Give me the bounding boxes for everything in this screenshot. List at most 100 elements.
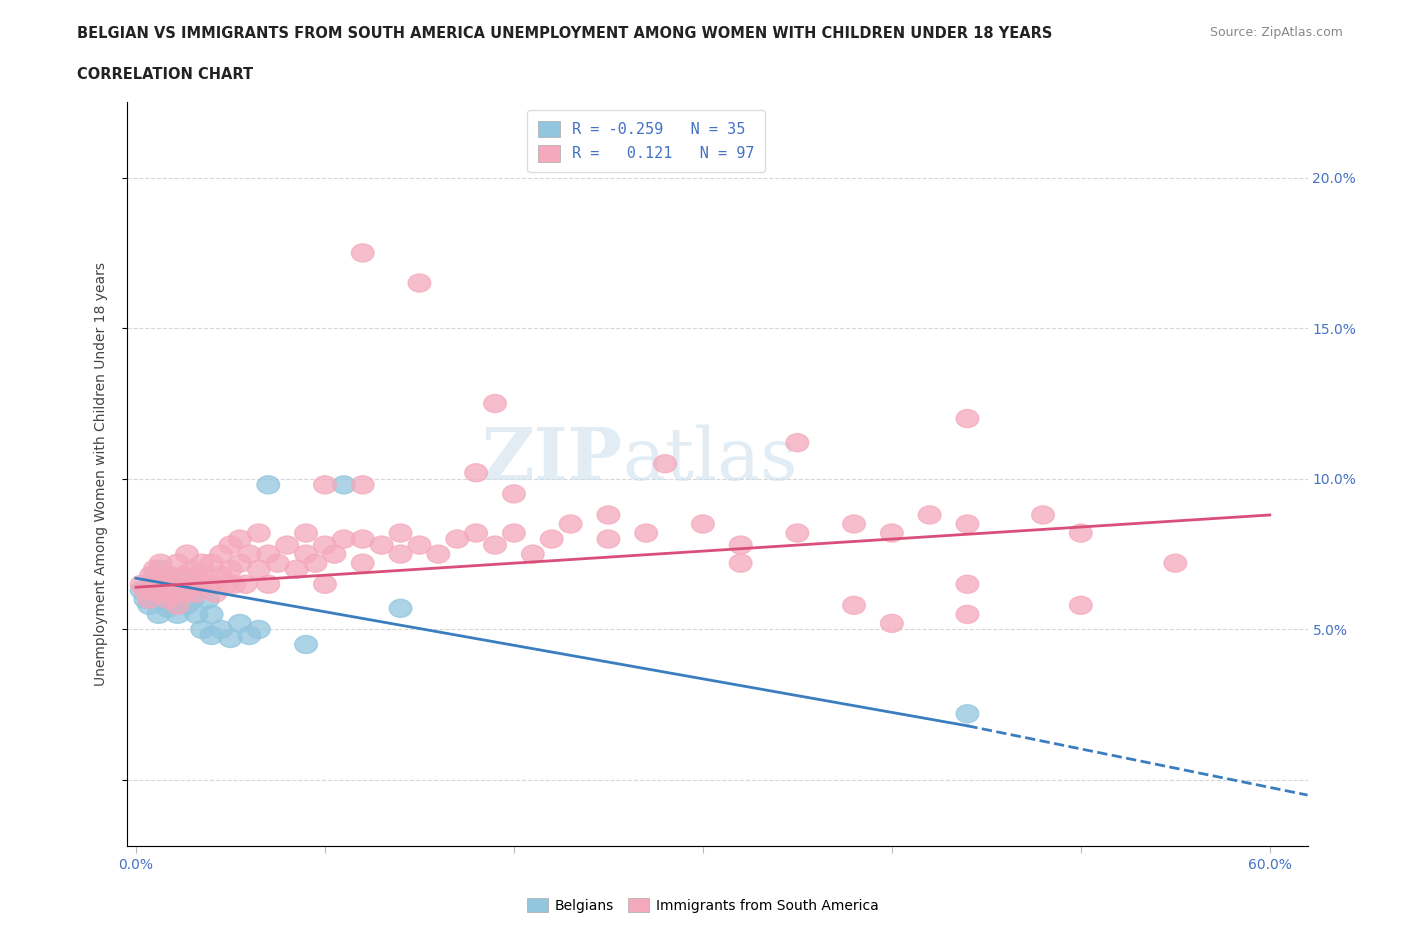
Text: CORRELATION CHART: CORRELATION CHART <box>77 67 253 82</box>
Ellipse shape <box>842 596 866 615</box>
Ellipse shape <box>314 476 336 494</box>
Ellipse shape <box>295 545 318 564</box>
Ellipse shape <box>247 620 270 639</box>
Y-axis label: Unemployment Among Women with Children Under 18 years: Unemployment Among Women with Children U… <box>94 262 108 686</box>
Ellipse shape <box>181 576 204 593</box>
Ellipse shape <box>1032 506 1054 524</box>
Ellipse shape <box>636 524 658 542</box>
Ellipse shape <box>219 630 242 647</box>
Ellipse shape <box>257 545 280 564</box>
Ellipse shape <box>191 620 214 639</box>
Ellipse shape <box>163 593 186 611</box>
Ellipse shape <box>540 530 562 548</box>
Ellipse shape <box>186 605 208 623</box>
Ellipse shape <box>880 524 903 542</box>
Ellipse shape <box>191 554 214 572</box>
Ellipse shape <box>352 244 374 262</box>
Ellipse shape <box>219 560 242 578</box>
Ellipse shape <box>159 566 181 584</box>
Ellipse shape <box>139 566 163 584</box>
Ellipse shape <box>389 545 412 564</box>
Ellipse shape <box>138 591 160 608</box>
Ellipse shape <box>730 554 752 572</box>
Ellipse shape <box>143 560 166 578</box>
Ellipse shape <box>314 536 336 554</box>
Ellipse shape <box>181 591 204 608</box>
Ellipse shape <box>148 605 170 623</box>
Ellipse shape <box>247 560 270 578</box>
Ellipse shape <box>172 569 194 587</box>
Ellipse shape <box>730 536 752 554</box>
Ellipse shape <box>204 584 226 603</box>
Ellipse shape <box>148 584 170 603</box>
Legend: R = -0.259   N = 35, R =   0.121   N = 97: R = -0.259 N = 35, R = 0.121 N = 97 <box>527 110 765 172</box>
Ellipse shape <box>181 576 204 593</box>
Ellipse shape <box>186 566 208 584</box>
Ellipse shape <box>176 545 198 564</box>
Ellipse shape <box>134 591 157 608</box>
Text: ZIP: ZIP <box>482 424 623 495</box>
Ellipse shape <box>1164 554 1187 572</box>
Ellipse shape <box>163 584 186 603</box>
Ellipse shape <box>191 576 214 593</box>
Text: Source: ZipAtlas.com: Source: ZipAtlas.com <box>1209 26 1343 39</box>
Ellipse shape <box>181 560 204 578</box>
Ellipse shape <box>235 576 257 593</box>
Ellipse shape <box>956 576 979 593</box>
Ellipse shape <box>176 584 198 603</box>
Ellipse shape <box>134 581 157 599</box>
Ellipse shape <box>408 274 430 292</box>
Ellipse shape <box>598 530 620 548</box>
Ellipse shape <box>408 536 430 554</box>
Ellipse shape <box>304 554 326 572</box>
Ellipse shape <box>200 554 224 572</box>
Ellipse shape <box>200 627 224 644</box>
Ellipse shape <box>880 615 903 632</box>
Ellipse shape <box>224 576 246 593</box>
Ellipse shape <box>159 572 181 591</box>
Ellipse shape <box>229 530 252 548</box>
Ellipse shape <box>138 596 160 615</box>
Ellipse shape <box>786 433 808 452</box>
Ellipse shape <box>323 545 346 564</box>
Ellipse shape <box>266 554 290 572</box>
Ellipse shape <box>153 569 176 587</box>
Ellipse shape <box>956 409 979 428</box>
Ellipse shape <box>598 506 620 524</box>
Ellipse shape <box>484 394 506 413</box>
Ellipse shape <box>352 530 374 548</box>
Text: BELGIAN VS IMMIGRANTS FROM SOUTH AMERICA UNEMPLOYMENT AMONG WOMEN WITH CHILDREN : BELGIAN VS IMMIGRANTS FROM SOUTH AMERICA… <box>77 26 1053 41</box>
Ellipse shape <box>465 464 488 482</box>
Ellipse shape <box>163 581 186 599</box>
Ellipse shape <box>186 584 208 603</box>
Ellipse shape <box>314 576 336 593</box>
Ellipse shape <box>166 605 188 623</box>
Ellipse shape <box>352 554 374 572</box>
Ellipse shape <box>332 476 356 494</box>
Ellipse shape <box>153 578 176 596</box>
Ellipse shape <box>157 599 180 618</box>
Ellipse shape <box>295 524 318 542</box>
Ellipse shape <box>172 566 194 584</box>
Ellipse shape <box>276 536 298 554</box>
Ellipse shape <box>692 515 714 533</box>
Ellipse shape <box>295 635 318 654</box>
Ellipse shape <box>176 596 198 615</box>
Legend: Belgians, Immigrants from South America: Belgians, Immigrants from South America <box>522 893 884 919</box>
Ellipse shape <box>956 705 979 723</box>
Ellipse shape <box>502 524 526 542</box>
Ellipse shape <box>370 536 394 554</box>
Ellipse shape <box>200 605 224 623</box>
Ellipse shape <box>166 596 188 615</box>
Ellipse shape <box>956 605 979 623</box>
Ellipse shape <box>153 581 176 599</box>
Ellipse shape <box>560 515 582 533</box>
Ellipse shape <box>131 576 153 593</box>
Ellipse shape <box>209 620 232 639</box>
Ellipse shape <box>918 506 941 524</box>
Ellipse shape <box>352 476 374 494</box>
Ellipse shape <box>465 524 488 542</box>
Ellipse shape <box>786 524 808 542</box>
Ellipse shape <box>502 485 526 503</box>
Ellipse shape <box>247 524 270 542</box>
